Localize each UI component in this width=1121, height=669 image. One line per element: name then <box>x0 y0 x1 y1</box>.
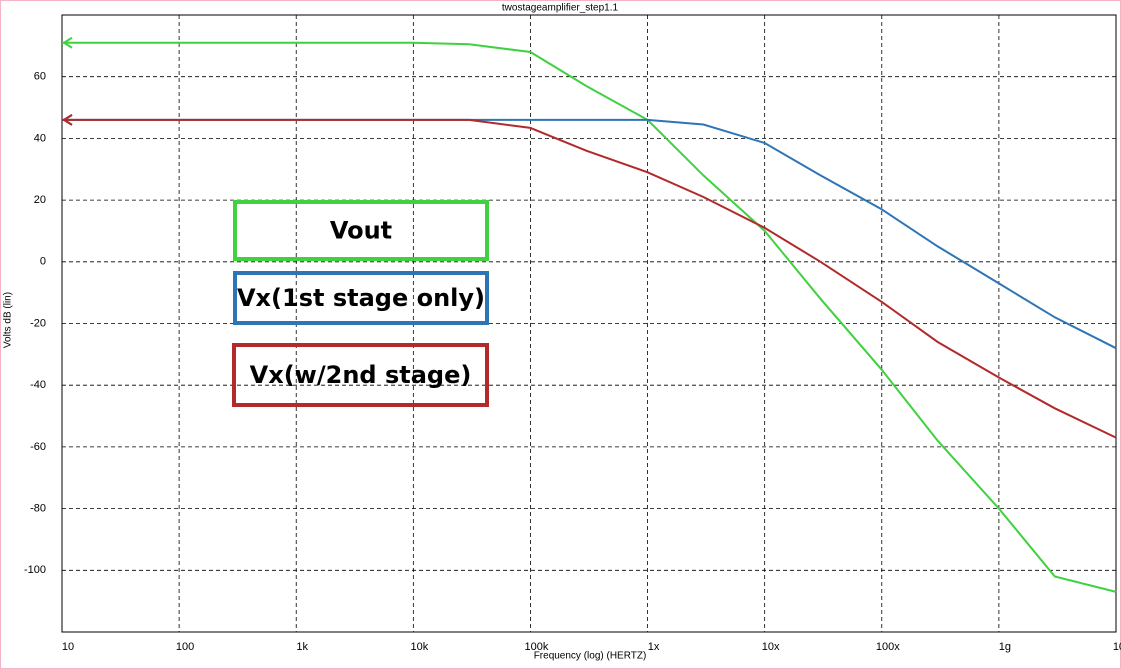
y-tick-label: 0 <box>40 256 46 268</box>
legend-box <box>233 200 489 261</box>
x-tick-label: 1x <box>648 641 660 653</box>
y-tick-label: -40 <box>30 379 46 391</box>
y-tick-label: 60 <box>34 71 46 83</box>
x-tick-label: 10 <box>62 641 74 653</box>
x-axis-label: Frequency (log) (HERTZ) <box>534 651 647 662</box>
x-tick-label: 1g <box>999 641 1011 653</box>
chart-title: twostageamplifier_step1.1 <box>502 3 619 14</box>
x-tick-label: 100x <box>876 641 900 653</box>
x-tick-label: 10k <box>410 641 428 653</box>
y-tick-label: -60 <box>30 441 46 453</box>
y-tick-label: -20 <box>30 317 46 329</box>
y-tick-label: 20 <box>34 194 46 206</box>
y-tick-label: -80 <box>30 503 46 515</box>
series-arrow <box>62 36 73 49</box>
x-tick-label: 100k <box>525 641 549 653</box>
series-line <box>62 118 1117 439</box>
x-tick-label: 100 <box>176 641 194 653</box>
series-arrow <box>62 114 73 126</box>
y-tick-label: 40 <box>34 132 46 144</box>
x-tick-label: 10x <box>762 641 780 653</box>
series-line <box>62 41 1117 593</box>
legend-box <box>233 271 489 325</box>
x-tick-label: 1k <box>296 641 308 653</box>
legend-label: Vx(1st stage only) <box>237 284 485 312</box>
x-tick-label: 10g <box>1113 641 1121 653</box>
y-tick-label: -100 <box>24 564 46 576</box>
legend-label: Vx(w/2nd stage) <box>250 361 472 389</box>
y-axis-label: Volts dB (lin) <box>3 292 14 348</box>
legend-label: Vout <box>330 217 392 245</box>
legend-box <box>232 343 489 407</box>
